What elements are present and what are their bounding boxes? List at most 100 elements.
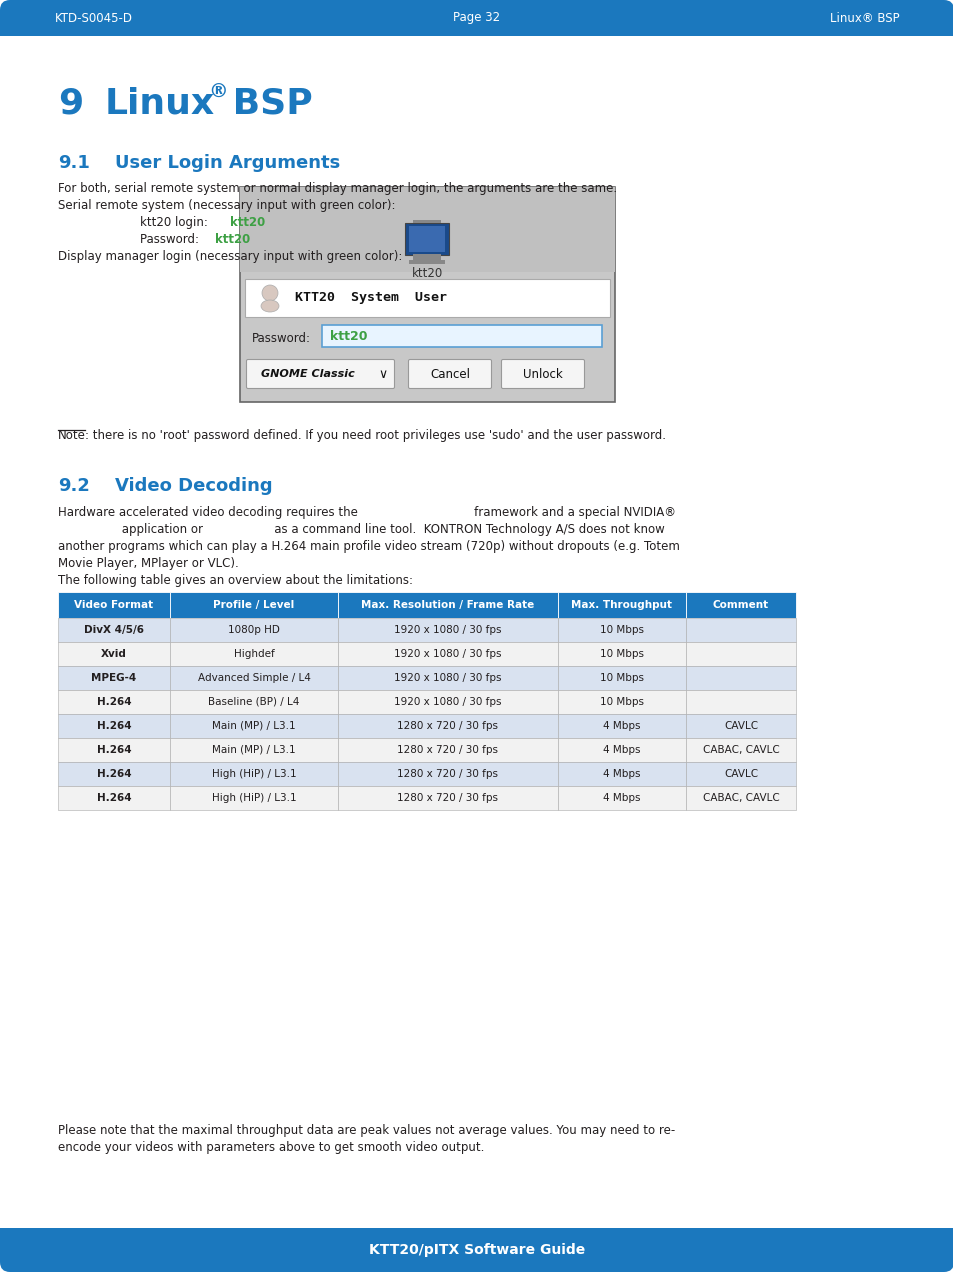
Bar bbox=[245, 279, 609, 317]
Bar bbox=[558, 714, 685, 738]
Bar bbox=[58, 786, 170, 810]
Text: CAVLC: CAVLC bbox=[723, 770, 758, 778]
Text: 10 Mbps: 10 Mbps bbox=[599, 625, 643, 635]
Text: 1280 x 720 / 30 fps: 1280 x 720 / 30 fps bbox=[397, 721, 498, 731]
Text: 9.1: 9.1 bbox=[58, 154, 90, 172]
Text: Main (MP) / L3.1: Main (MP) / L3.1 bbox=[212, 745, 295, 756]
Text: KTD-S0045-D: KTD-S0045-D bbox=[55, 11, 132, 24]
Text: BSP: BSP bbox=[220, 86, 313, 121]
Text: High (HiP) / L3.1: High (HiP) / L3.1 bbox=[212, 770, 296, 778]
Bar bbox=[337, 714, 558, 738]
Text: 1280 x 720 / 30 fps: 1280 x 720 / 30 fps bbox=[397, 792, 498, 803]
Text: KTT20  System  User: KTT20 System User bbox=[294, 291, 447, 304]
Bar bbox=[0, 18, 953, 36]
Text: 9: 9 bbox=[58, 86, 83, 121]
Bar bbox=[558, 689, 685, 714]
Ellipse shape bbox=[261, 300, 278, 312]
Text: Display manager login (necessary input with green color):: Display manager login (necessary input w… bbox=[58, 251, 402, 263]
Text: 1920 x 1080 / 30 fps: 1920 x 1080 / 30 fps bbox=[394, 649, 501, 659]
Text: CABAC, CAVLC: CABAC, CAVLC bbox=[702, 792, 779, 803]
Bar bbox=[685, 762, 795, 786]
Bar bbox=[322, 326, 601, 347]
Text: 4 Mbps: 4 Mbps bbox=[602, 770, 640, 778]
Bar bbox=[170, 762, 337, 786]
Bar bbox=[558, 618, 685, 642]
Text: 1920 x 1080 / 30 fps: 1920 x 1080 / 30 fps bbox=[394, 697, 501, 707]
Text: 4 Mbps: 4 Mbps bbox=[602, 745, 640, 756]
Bar bbox=[558, 591, 685, 618]
Text: Note: Note bbox=[58, 429, 86, 441]
Text: 10 Mbps: 10 Mbps bbox=[599, 673, 643, 683]
Text: ktt20: ktt20 bbox=[412, 267, 442, 280]
Bar bbox=[337, 618, 558, 642]
Bar bbox=[413, 254, 441, 261]
Bar bbox=[0, 1227, 953, 1250]
Bar bbox=[170, 667, 337, 689]
Text: 10 Mbps: 10 Mbps bbox=[599, 649, 643, 659]
Text: MPEG-4: MPEG-4 bbox=[91, 673, 136, 683]
Text: Linux® BSP: Linux® BSP bbox=[829, 11, 899, 24]
Text: 1280 x 720 / 30 fps: 1280 x 720 / 30 fps bbox=[397, 745, 498, 756]
Text: CABAC, CAVLC: CABAC, CAVLC bbox=[702, 745, 779, 756]
Text: 4 Mbps: 4 Mbps bbox=[602, 721, 640, 731]
Text: H.264: H.264 bbox=[96, 697, 132, 707]
Bar bbox=[558, 762, 685, 786]
Text: H.264: H.264 bbox=[96, 792, 132, 803]
Circle shape bbox=[262, 285, 277, 301]
Bar bbox=[170, 738, 337, 762]
Bar bbox=[170, 714, 337, 738]
Text: ®: ® bbox=[208, 83, 228, 102]
Text: Password:: Password: bbox=[140, 233, 206, 245]
Text: Video Decoding: Video Decoding bbox=[115, 477, 273, 495]
Bar bbox=[58, 738, 170, 762]
Bar bbox=[409, 259, 445, 265]
FancyBboxPatch shape bbox=[0, 0, 953, 36]
Bar bbox=[240, 187, 615, 402]
Text: ktt20: ktt20 bbox=[230, 216, 265, 229]
Text: Main (MP) / L3.1: Main (MP) / L3.1 bbox=[212, 721, 295, 731]
Text: DivX 4/5/6: DivX 4/5/6 bbox=[84, 625, 144, 635]
Text: application or                   as a command line tool.  KONTRON Technology A/S: application or as a command line tool. K… bbox=[58, 523, 664, 536]
Bar bbox=[58, 714, 170, 738]
FancyBboxPatch shape bbox=[0, 1227, 953, 1272]
Text: Please note that the maximal throughput data are peak values not average values.: Please note that the maximal throughput … bbox=[58, 1124, 675, 1137]
Text: Comment: Comment bbox=[712, 600, 768, 611]
Text: Highdef: Highdef bbox=[233, 649, 274, 659]
Text: Max. Throughput: Max. Throughput bbox=[571, 600, 672, 611]
Bar bbox=[685, 618, 795, 642]
Text: High (HiP) / L3.1: High (HiP) / L3.1 bbox=[212, 792, 296, 803]
Text: For both, serial remote system or normal display manager login, the arguments ar: For both, serial remote system or normal… bbox=[58, 182, 617, 195]
Bar bbox=[685, 591, 795, 618]
Bar bbox=[685, 642, 795, 667]
Text: KTT20/pITX Software Guide: KTT20/pITX Software Guide bbox=[369, 1243, 584, 1257]
Text: User Login Arguments: User Login Arguments bbox=[115, 154, 340, 172]
Text: GNOME Classic: GNOME Classic bbox=[261, 369, 355, 379]
Text: 1280 x 720 / 30 fps: 1280 x 720 / 30 fps bbox=[397, 770, 498, 778]
Text: H.264: H.264 bbox=[96, 770, 132, 778]
Bar bbox=[337, 667, 558, 689]
Bar bbox=[58, 618, 170, 642]
Bar bbox=[558, 738, 685, 762]
Text: Unlock: Unlock bbox=[522, 368, 562, 380]
Bar bbox=[170, 689, 337, 714]
Text: 1080p HD: 1080p HD bbox=[228, 625, 279, 635]
Text: 1920 x 1080 / 30 fps: 1920 x 1080 / 30 fps bbox=[394, 673, 501, 683]
Bar bbox=[240, 187, 615, 272]
Text: The following table gives an overview about the limitations:: The following table gives an overview ab… bbox=[58, 574, 413, 586]
FancyBboxPatch shape bbox=[408, 360, 491, 388]
FancyBboxPatch shape bbox=[501, 360, 584, 388]
Bar bbox=[58, 762, 170, 786]
Bar bbox=[170, 618, 337, 642]
Text: 10 Mbps: 10 Mbps bbox=[599, 697, 643, 707]
Bar bbox=[413, 220, 441, 223]
Bar bbox=[685, 738, 795, 762]
FancyBboxPatch shape bbox=[246, 360, 395, 388]
Text: H.264: H.264 bbox=[96, 721, 132, 731]
Bar bbox=[685, 667, 795, 689]
Text: Xvid: Xvid bbox=[101, 649, 127, 659]
Bar bbox=[405, 223, 449, 254]
Bar bbox=[409, 226, 445, 252]
Bar bbox=[337, 642, 558, 667]
Text: Advanced Simple / L4: Advanced Simple / L4 bbox=[197, 673, 310, 683]
Bar bbox=[558, 667, 685, 689]
